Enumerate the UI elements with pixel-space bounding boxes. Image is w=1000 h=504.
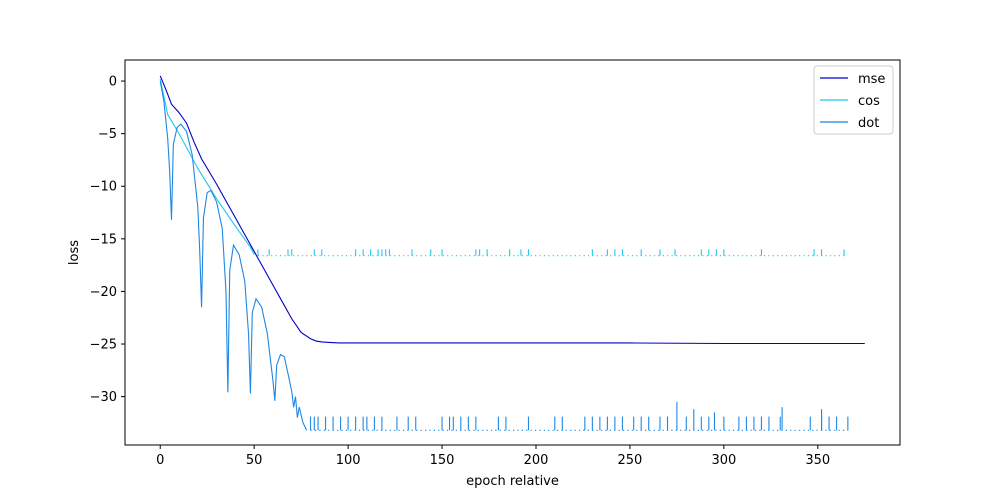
y-tick-label: −15 [90, 232, 117, 247]
x-tick-label: 250 [618, 453, 643, 468]
y-tick-label: −20 [90, 285, 117, 300]
series-cos [159, 78, 845, 257]
y-tick-label: 0 [109, 75, 117, 90]
y-tick-label: −30 [90, 390, 117, 405]
x-tick-label: 300 [711, 453, 736, 468]
x-tick-label: 200 [524, 453, 549, 468]
y-tick-label: −10 [90, 180, 117, 195]
legend-box [813, 65, 894, 135]
y-tick-label: −25 [90, 338, 117, 353]
legend: mse cos dot [813, 65, 894, 135]
legend-label-mse: mse [858, 72, 885, 87]
series-dot [159, 80, 849, 431]
series-line-cos [159, 78, 255, 255]
legend-label-cos: cos [858, 94, 880, 109]
x-tick-label: 150 [430, 453, 455, 468]
x-tick-label: 100 [336, 453, 361, 468]
x-tick-label: 350 [805, 453, 830, 468]
plot-frame [124, 59, 901, 446]
series-layer [159, 75, 865, 431]
ticks-layer: 0 50 100 150 200 250 300 350 0 −5 −10 −15 −20 −25 −30 [90, 75, 831, 468]
legend-label-dot: dot [858, 116, 879, 131]
series-line-dot [159, 80, 308, 431]
series-mse [159, 75, 865, 345]
x-tick-label: 50 [246, 453, 263, 468]
series-line-mse [159, 75, 865, 345]
x-tick-label: 0 [156, 453, 164, 468]
y-axis-label: loss [67, 240, 82, 265]
x-axis-label: epoch relative [466, 474, 559, 489]
y-tick-label: −5 [98, 127, 117, 142]
